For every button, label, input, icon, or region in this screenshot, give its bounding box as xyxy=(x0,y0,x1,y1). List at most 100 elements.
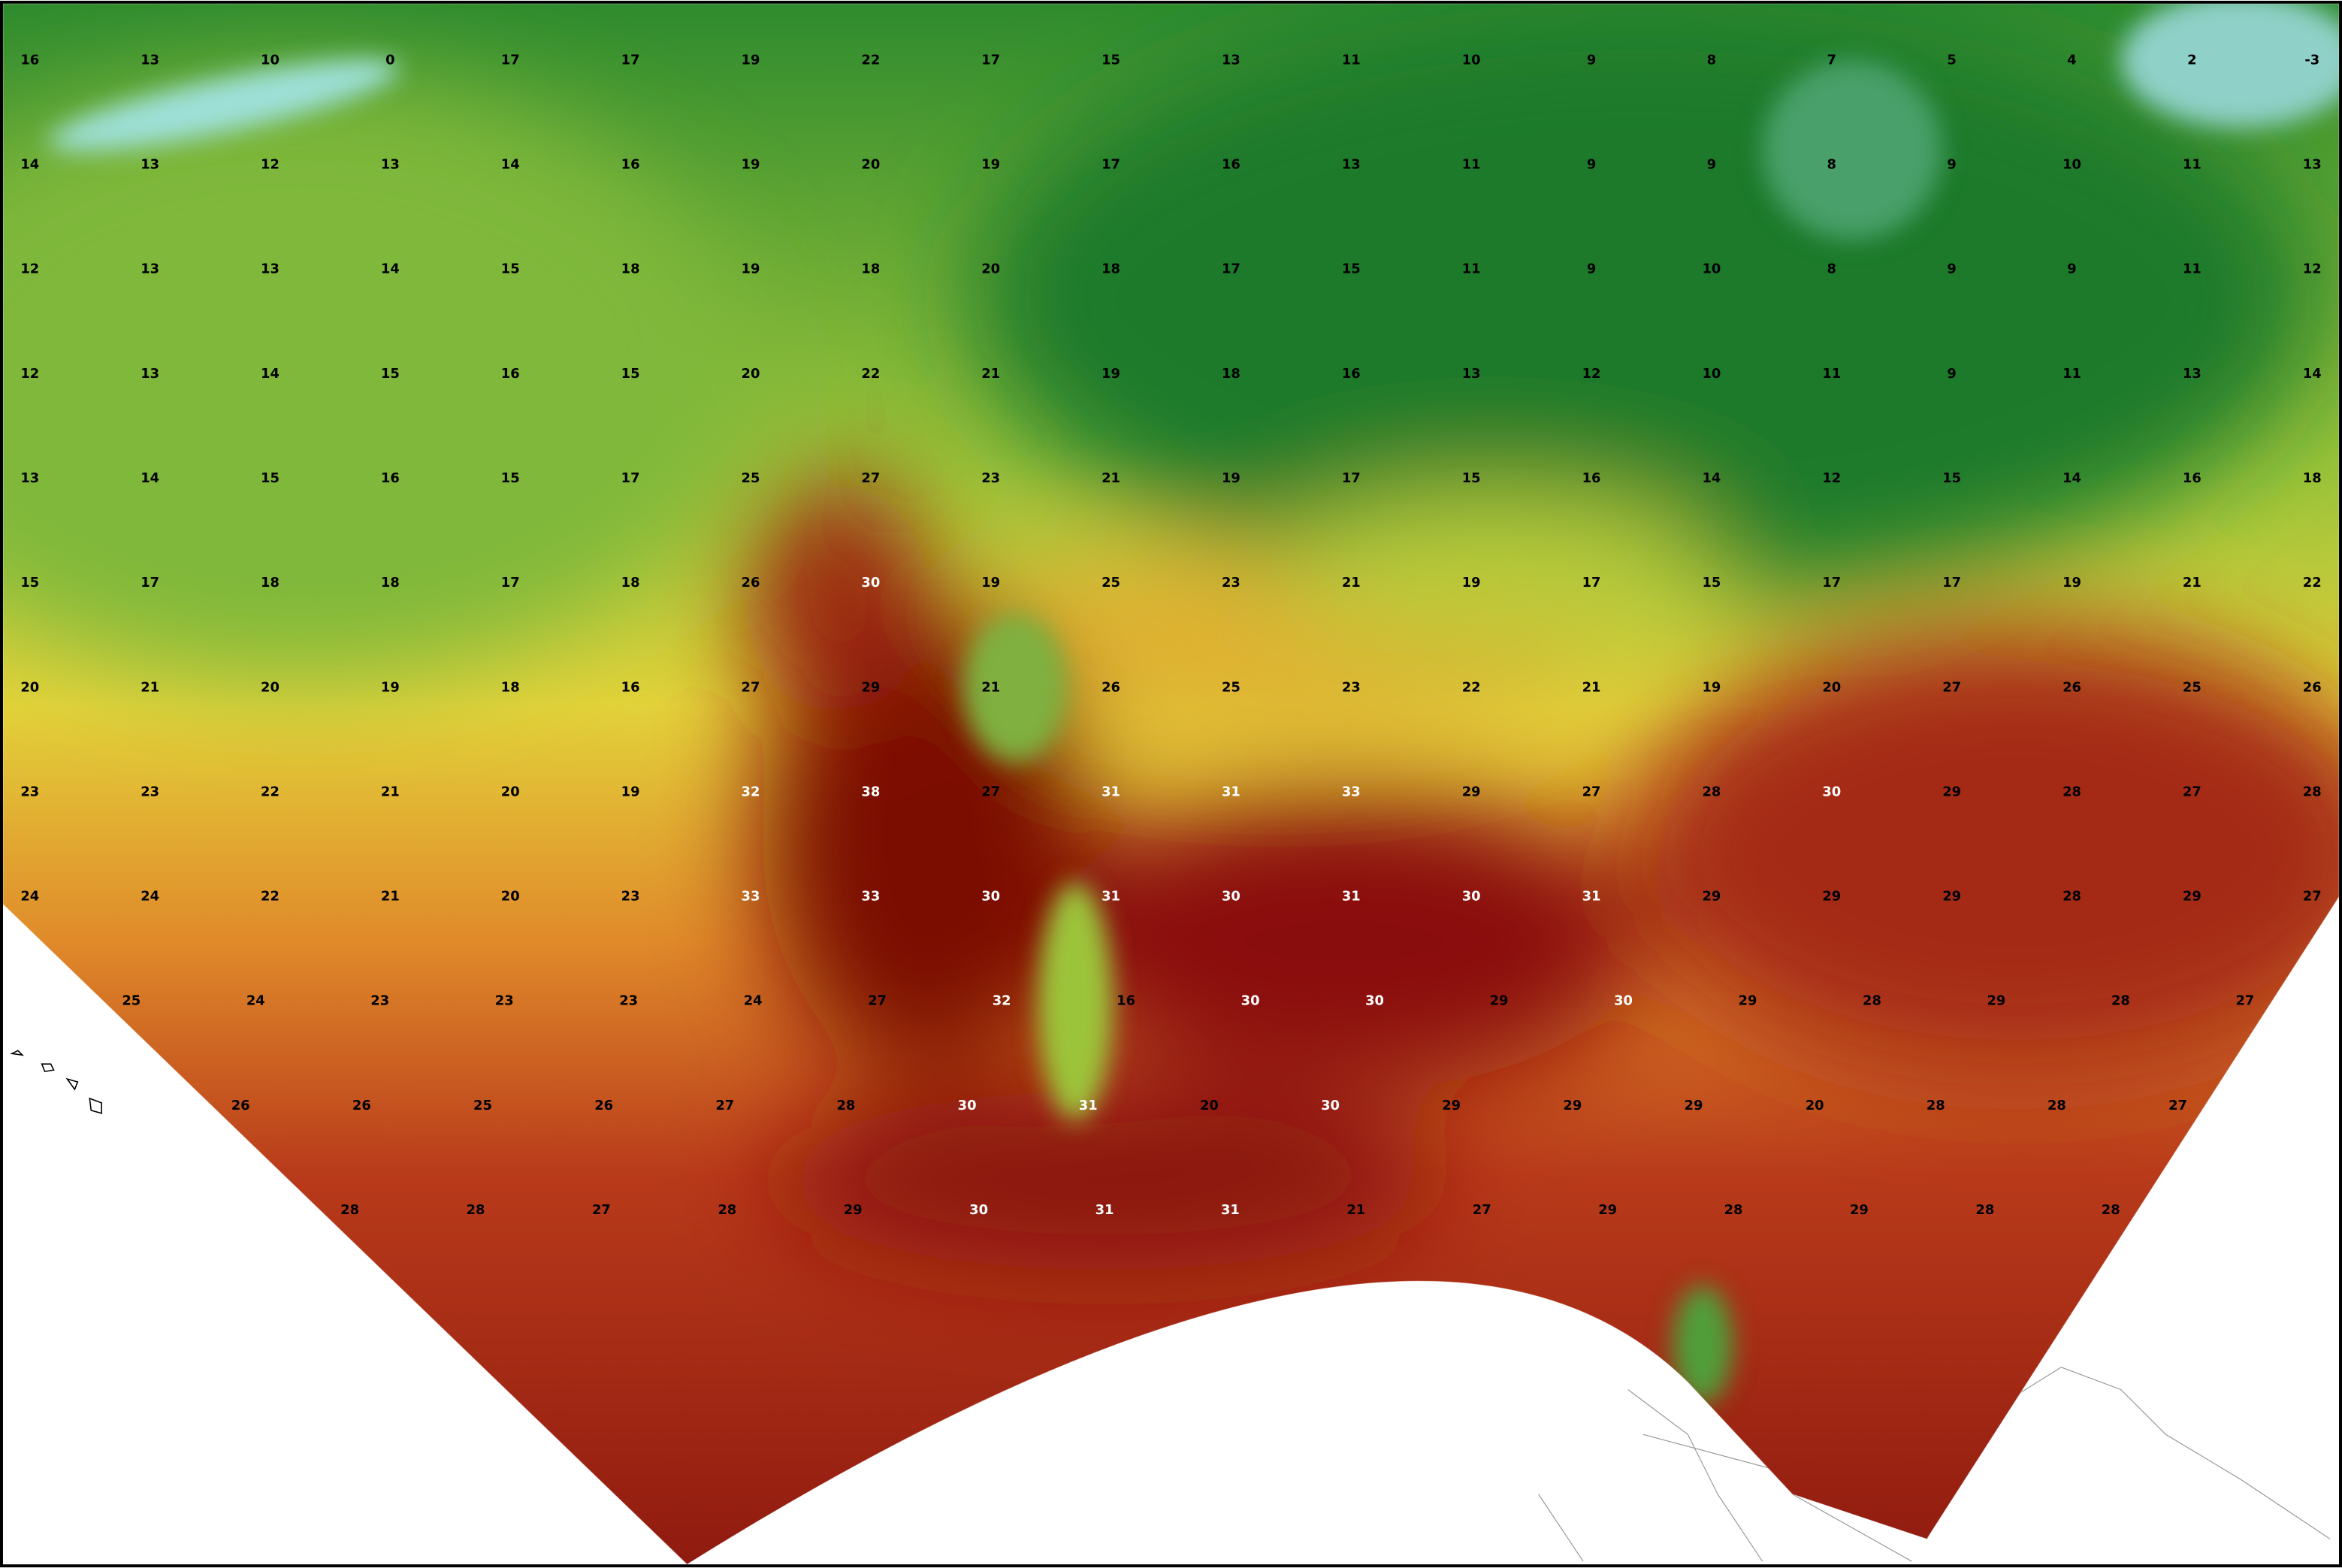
temperature-label: 29 xyxy=(1442,1098,1461,1113)
temperature-label: 28 xyxy=(340,1202,359,1218)
temperature-label: 24 xyxy=(744,993,763,1009)
temperature-label: 15 xyxy=(501,261,520,277)
temperature-label: 17 xyxy=(1822,575,1841,591)
temperature-label: 17 xyxy=(141,575,159,591)
temperature-label: 15 xyxy=(621,366,640,382)
temperature-label: 17 xyxy=(621,52,640,68)
temperature-label: 31 xyxy=(1221,1202,1240,1218)
temperature-label: 14 xyxy=(1702,470,1721,486)
temperature-label: 30 xyxy=(861,575,880,591)
temperature-label: 20 xyxy=(1822,679,1841,695)
temperature-label: 12 xyxy=(1822,470,1841,486)
temperature-label: 9 xyxy=(1587,52,1596,68)
temperature-label: 16 xyxy=(2183,470,2201,486)
temperature-label: 17 xyxy=(981,52,1000,68)
temperature-label: 11 xyxy=(1462,157,1481,173)
temperature-label: 22 xyxy=(861,52,880,68)
temperature-label: 25 xyxy=(473,1098,492,1113)
temperature-label: 16 xyxy=(501,366,520,382)
temperature-label: 28 xyxy=(2111,993,2130,1009)
temperature-label: 30 xyxy=(1822,784,1841,799)
temperature-label: 27 xyxy=(2183,784,2201,799)
temperature-label: 27 xyxy=(981,784,1000,799)
temperature-label: 19 xyxy=(621,784,640,799)
temperature-label: 25 xyxy=(742,470,760,486)
temperature-label: 10 xyxy=(1702,261,1721,277)
temperature-label: 16 xyxy=(20,52,39,68)
temperature-label: 31 xyxy=(1222,784,1241,799)
temperature-label: 16 xyxy=(1117,993,1135,1009)
temperature-label: 25 xyxy=(2183,679,2201,695)
temperature-label: 9 xyxy=(1707,157,1716,173)
temperature-label: 14 xyxy=(2062,470,2081,486)
temperature-label: 23 xyxy=(495,993,514,1009)
temperature-label: 19 xyxy=(1702,679,1721,695)
temperature-label: 18 xyxy=(1101,261,1120,277)
temperature-label: 32 xyxy=(993,993,1011,1009)
temperature-label: 20 xyxy=(1806,1098,1824,1113)
temperature-label: 26 xyxy=(742,575,760,591)
temperature-label: 15 xyxy=(1342,261,1361,277)
temperature-label: 28 xyxy=(1975,1202,1994,1218)
temperature-label: 15 xyxy=(501,470,520,486)
temperature-label: 23 xyxy=(981,470,1000,486)
temperature-label: 25 xyxy=(122,993,141,1009)
temperature-label: 30 xyxy=(1614,993,1633,1009)
temperature-label: 22 xyxy=(861,366,880,382)
temperature-label: 19 xyxy=(1222,470,1241,486)
temperature-label: 9 xyxy=(1587,261,1596,277)
temperature-label: 2 xyxy=(2187,52,2196,68)
temperature-label: 30 xyxy=(958,1098,977,1113)
temperature-label: 14 xyxy=(501,157,520,173)
temperature-label: 28 xyxy=(718,1202,736,1218)
temperature-label: 31 xyxy=(1101,784,1120,799)
temperature-label: 31 xyxy=(1095,1202,1114,1218)
temperature-label: 27 xyxy=(2235,993,2254,1009)
temperature-label: 28 xyxy=(1702,784,1721,799)
temperature-label: 13 xyxy=(2303,157,2322,173)
temperature-label: 14 xyxy=(20,157,39,173)
temperature-label: 8 xyxy=(1827,261,1836,277)
temperature-label: 11 xyxy=(2183,157,2201,173)
temperature-label: 19 xyxy=(742,261,760,277)
temperature-label: 21 xyxy=(981,679,1000,695)
temperature-label: 19 xyxy=(1101,366,1120,382)
temperature-label: 15 xyxy=(20,575,39,591)
temperature-label: 10 xyxy=(2062,157,2081,173)
temperature-label: 29 xyxy=(1490,993,1509,1009)
temperature-label: 28 xyxy=(1926,1098,1945,1113)
temperature-label: 13 xyxy=(141,52,159,68)
temperature-label: 9 xyxy=(1947,366,1956,382)
temperature-label: 13 xyxy=(2183,366,2201,382)
temperature-label: 26 xyxy=(2303,679,2322,695)
temperature-label: 13 xyxy=(1222,52,1241,68)
temperature-label: 23 xyxy=(1342,679,1361,695)
temperature-label: 28 xyxy=(2062,784,2081,799)
temperature-label: 24 xyxy=(246,993,265,1009)
temperature-label: 13 xyxy=(141,261,159,277)
temperature-label: 20 xyxy=(981,261,1000,277)
temperature-label: 24 xyxy=(20,889,39,905)
temperature-label: 33 xyxy=(861,889,880,905)
temperature-label: 29 xyxy=(844,1202,863,1218)
temperature-label: 27 xyxy=(1473,1202,1491,1218)
temperature-label: 32 xyxy=(742,784,760,799)
temperature-label: 20 xyxy=(742,366,760,382)
temperature-label: 29 xyxy=(861,679,880,695)
temperature-label: 15 xyxy=(1101,52,1120,68)
temperature-label: 19 xyxy=(381,679,400,695)
temperature-label: 11 xyxy=(1342,52,1361,68)
temperature-label: 20 xyxy=(501,889,520,905)
temperature-label: 16 xyxy=(381,470,400,486)
temperature-label: 31 xyxy=(1582,889,1601,905)
temperature-label: 21 xyxy=(2183,575,2201,591)
temperature-label: 27 xyxy=(715,1098,734,1113)
temperature-label: 31 xyxy=(1079,1098,1098,1113)
temperature-label: 18 xyxy=(861,261,880,277)
temperature-label: 23 xyxy=(621,889,640,905)
temperature-label: 21 xyxy=(1101,470,1120,486)
temperature-label: 24 xyxy=(141,889,159,905)
